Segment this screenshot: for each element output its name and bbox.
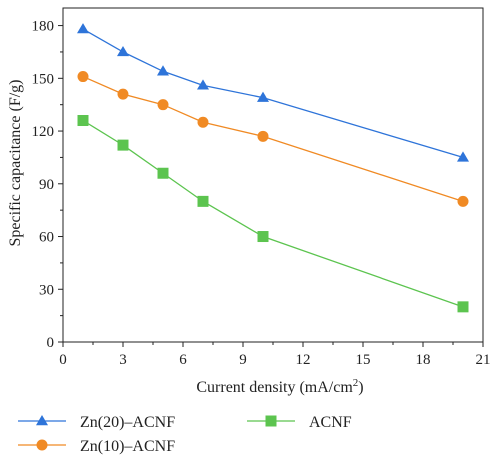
data-point bbox=[117, 88, 129, 100]
series-line bbox=[82, 119, 464, 308]
x-axis-title-sup: 2 bbox=[353, 377, 359, 389]
series-2 bbox=[77, 71, 469, 207]
x-tick-label: 3 bbox=[119, 352, 127, 368]
x-tick-label: 9 bbox=[239, 352, 247, 368]
data-point bbox=[117, 45, 129, 57]
x-tick-label: 6 bbox=[179, 352, 187, 368]
data-point bbox=[257, 130, 269, 142]
legend-label: Zn(20)–ACNF bbox=[80, 414, 175, 431]
data-point bbox=[197, 195, 209, 207]
data-point bbox=[157, 167, 169, 179]
legend-marker bbox=[36, 415, 48, 426]
series-3 bbox=[77, 115, 469, 313]
data-point bbox=[117, 139, 129, 151]
legend-label: Zn(10)–ACNF bbox=[80, 438, 175, 455]
legend-marker bbox=[265, 415, 277, 427]
data-point bbox=[457, 195, 469, 207]
legend: Zn(20)–ACNF Zn(10)–ACNF ACNF bbox=[18, 414, 352, 455]
legend-marker bbox=[36, 439, 48, 451]
y-tick-label: 90 bbox=[39, 177, 54, 193]
x-axis-title-tail: ) bbox=[358, 379, 363, 396]
data-point bbox=[197, 116, 209, 128]
legend-item: ACNF bbox=[247, 414, 352, 431]
data-point bbox=[77, 71, 89, 83]
x-tick-label: 15 bbox=[356, 352, 371, 368]
data-point bbox=[157, 99, 169, 111]
data-point bbox=[257, 91, 269, 102]
y-tick-label: 180 bbox=[32, 19, 55, 35]
series-line bbox=[82, 75, 464, 202]
y-tick-label: 120 bbox=[32, 124, 55, 140]
data-point bbox=[77, 23, 89, 34]
legend-label: ACNF bbox=[309, 414, 352, 431]
legend-item: Zn(20)–ACNF bbox=[18, 414, 175, 431]
series-line bbox=[82, 28, 464, 159]
x-axis-title: Current density (mA/cm2) bbox=[196, 377, 363, 396]
x-tick-label: 21 bbox=[476, 352, 491, 368]
y-axis-title: Specific capacitance (F/g) bbox=[7, 79, 24, 246]
data-point bbox=[457, 301, 469, 313]
y-tick-label: 0 bbox=[47, 335, 55, 351]
x-tick-label: 0 bbox=[59, 352, 67, 368]
x-tick-label: 12 bbox=[296, 352, 311, 368]
series-1 bbox=[77, 23, 469, 162]
data-point bbox=[197, 79, 209, 90]
x-tick-label: 18 bbox=[416, 352, 431, 368]
data-point bbox=[457, 151, 469, 162]
y-tick-label: 30 bbox=[39, 282, 54, 298]
data-point bbox=[77, 115, 89, 127]
series-layer bbox=[77, 23, 469, 313]
axis-ticks: 0 3 6 9 12 15 18 21 0 30 60 90 120 150 180 bbox=[32, 19, 491, 368]
y-tick-label: 60 bbox=[39, 230, 54, 246]
data-point bbox=[257, 231, 269, 243]
x-axis-title-main: Current density (mA/cm bbox=[196, 379, 353, 396]
data-point bbox=[157, 65, 169, 76]
legend-item: Zn(10)–ACNF bbox=[18, 438, 175, 455]
y-tick-label: 150 bbox=[32, 71, 55, 87]
